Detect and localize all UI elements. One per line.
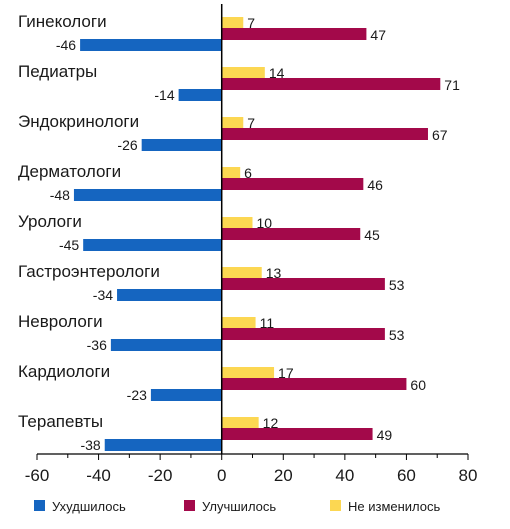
legend-swatch (184, 500, 195, 511)
category-label: Терапевты (18, 412, 103, 431)
value-label-improved: 45 (364, 227, 380, 243)
x-tick-label: 80 (459, 466, 478, 485)
category-label: Эндокринологи (18, 112, 139, 131)
legend-swatch (330, 500, 341, 511)
category-label: Гинекологи (18, 12, 107, 31)
bar-unchanged (221, 317, 256, 329)
x-tick-label: 20 (274, 466, 293, 485)
value-label-worsened: -48 (50, 187, 70, 203)
category-label: Неврологи (18, 312, 103, 331)
bar-improved (221, 428, 373, 440)
value-label-worsened: -36 (87, 337, 107, 353)
category-label: Урологи (18, 212, 82, 231)
value-label-worsened: -38 (80, 437, 100, 453)
bar-improved (221, 78, 441, 90)
value-label-worsened: -46 (56, 37, 76, 53)
bar-unchanged (221, 217, 253, 229)
bar-worsened (141, 139, 222, 151)
legend-label: Улучшилось (202, 499, 276, 514)
value-label-unchanged: 6 (244, 165, 252, 181)
bar-worsened (178, 89, 222, 101)
bar-unchanged (221, 117, 244, 129)
bar-unchanged (221, 67, 265, 79)
value-label-unchanged: 7 (247, 115, 255, 131)
category-label: Гастроэнтерологи (18, 262, 160, 281)
bar-improved (221, 228, 361, 240)
x-tick-label: -20 (148, 466, 173, 485)
value-label-unchanged: 7 (247, 15, 255, 31)
category-label: Педиатры (18, 62, 97, 81)
bar-worsened (150, 389, 222, 401)
value-label-improved: 71 (444, 77, 460, 93)
bar-unchanged (221, 417, 259, 429)
bar-improved (221, 378, 407, 390)
bar-improved (221, 28, 367, 40)
x-tick-label: 40 (335, 466, 354, 485)
value-label-unchanged: 12 (263, 415, 279, 431)
value-label-improved: 49 (377, 427, 393, 443)
value-label-unchanged: 11 (260, 315, 275, 331)
value-label-unchanged: 17 (278, 365, 294, 381)
bar-worsened (110, 339, 222, 351)
bar-improved (221, 128, 428, 140)
bar-worsened (83, 239, 222, 251)
value-label-worsened: -14 (154, 87, 174, 103)
legend-swatch (34, 500, 45, 511)
x-tick-label: -60 (25, 466, 50, 485)
bar-unchanged (221, 167, 241, 179)
bar-unchanged (221, 267, 262, 279)
legend-label: Ухудшилось (52, 499, 126, 514)
value-label-improved: 67 (432, 127, 448, 143)
bar-worsened (117, 289, 222, 301)
value-label-unchanged: 14 (269, 65, 285, 81)
value-label-improved: 53 (389, 277, 405, 293)
x-tick-label: 0 (217, 466, 226, 485)
bar-worsened (73, 189, 222, 201)
legend-label: Не изменилось (348, 499, 441, 514)
bar-improved (221, 328, 385, 340)
bar-improved (221, 278, 385, 290)
value-label-worsened: -26 (117, 137, 137, 153)
value-label-improved: 60 (410, 377, 426, 393)
value-label-worsened: -45 (59, 237, 79, 253)
value-label-improved: 47 (370, 27, 386, 43)
category-label: Дерматологи (18, 162, 121, 181)
value-label-unchanged: 10 (257, 215, 273, 231)
bar-worsened (104, 439, 222, 451)
value-label-worsened: -23 (127, 387, 147, 403)
category-label: Кардиологи (18, 362, 110, 381)
bar-unchanged (221, 17, 244, 29)
x-tick-label: -40 (86, 466, 111, 485)
bar-improved (221, 178, 364, 190)
bar-worsened (80, 39, 222, 51)
value-label-unchanged: 13 (266, 265, 282, 281)
value-label-worsened: -34 (93, 287, 113, 303)
value-label-improved: 46 (367, 177, 383, 193)
x-tick-label: 60 (397, 466, 416, 485)
bar-unchanged (221, 367, 275, 379)
value-label-improved: 53 (389, 327, 405, 343)
